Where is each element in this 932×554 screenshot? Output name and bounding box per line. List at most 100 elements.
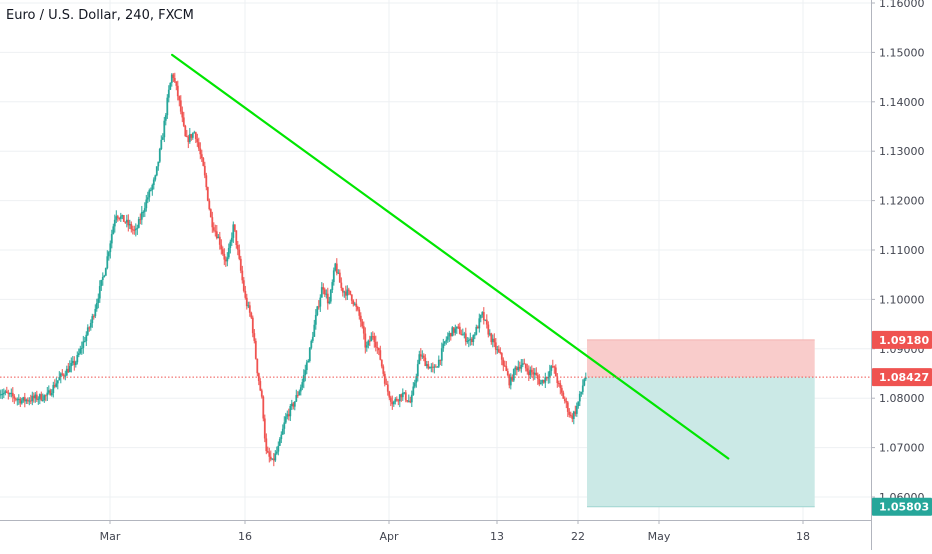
candle-up: [454, 329, 456, 333]
candle-up: [136, 228, 138, 229]
candle-down: [349, 291, 351, 295]
candle-up: [3, 393, 5, 394]
candle-up: [576, 406, 578, 414]
candle-up: [111, 234, 113, 243]
candle-down: [553, 366, 555, 367]
candle-down: [198, 142, 200, 148]
candle-down: [205, 175, 207, 187]
candle-up: [444, 341, 446, 343]
candle-down: [196, 139, 198, 142]
y-tick-label: 1.10000: [879, 293, 925, 306]
candle-up: [585, 377, 587, 379]
candle-down: [483, 312, 485, 320]
candle-up: [64, 376, 66, 377]
y-tick-label: 1.11000: [879, 244, 925, 257]
candle-down: [348, 290, 350, 291]
candle-down: [561, 388, 563, 393]
candle-down: [195, 132, 197, 139]
candle-down: [262, 397, 264, 419]
candle-up: [294, 401, 296, 406]
candle-up: [79, 349, 81, 354]
candle-up: [283, 423, 285, 429]
candle-down: [199, 148, 201, 154]
candle-down: [117, 216, 119, 218]
candle-up: [547, 377, 549, 378]
candle-up: [76, 355, 78, 362]
y-tick-label: 1.07000: [879, 442, 925, 455]
candle-up: [106, 256, 108, 268]
candle-up: [150, 190, 152, 191]
candle-down: [387, 385, 389, 392]
candle-up: [411, 395, 413, 402]
candle-up: [417, 364, 419, 376]
candle-up: [135, 229, 137, 230]
candle-up: [328, 302, 330, 304]
candle-up: [468, 340, 470, 341]
candle-down: [13, 396, 15, 398]
candle-up: [46, 393, 48, 396]
candle-down: [495, 342, 497, 349]
candle-down: [249, 305, 251, 312]
position-tool[interactable]: [587, 340, 815, 507]
price-label-text: 1.05803: [879, 501, 929, 514]
candle-up: [226, 257, 228, 261]
candle-down: [178, 96, 180, 100]
candle-up: [402, 393, 404, 397]
stop-loss-zone[interactable]: [587, 340, 815, 377]
candle-down: [253, 333, 255, 341]
candle-down: [93, 316, 95, 317]
candle-down: [207, 187, 209, 201]
candle-down: [211, 217, 213, 227]
x-tick-label: Apr: [379, 530, 399, 543]
candle-down: [567, 402, 569, 411]
candle-down: [373, 336, 375, 342]
candle-up: [120, 216, 122, 218]
candle-up: [142, 212, 144, 213]
candle-up: [168, 90, 170, 98]
price-scale-bg[interactable]: [871, 0, 932, 550]
candle-up: [466, 341, 468, 342]
candle-up: [159, 149, 161, 162]
candle-down: [405, 392, 407, 400]
candle-down: [465, 333, 467, 341]
candle-up: [87, 327, 89, 334]
candle-up: [151, 185, 153, 190]
candle-down: [351, 295, 353, 301]
candle-down: [201, 154, 203, 158]
time-scale-bg[interactable]: [0, 520, 871, 550]
candle-up: [306, 362, 308, 370]
candle-up: [148, 190, 150, 197]
candle-up: [316, 306, 318, 315]
candle-down: [487, 325, 489, 335]
price-label: 1.08427: [872, 368, 932, 386]
candle-up: [303, 375, 305, 382]
candle-up: [166, 98, 168, 116]
candle-down: [559, 383, 561, 388]
candle-up: [70, 363, 72, 366]
candle-up: [37, 399, 39, 400]
candle-up: [300, 387, 302, 391]
candle-down: [358, 310, 360, 316]
chart-title: Euro / U.S. Dollar, 240, FXCM: [6, 8, 194, 23]
candle-down: [222, 249, 224, 254]
y-tick-label: 1.12000: [879, 195, 925, 208]
candle-up: [165, 115, 167, 121]
candle-up: [412, 387, 414, 395]
candle-down: [382, 366, 384, 373]
candle-down: [267, 451, 269, 452]
candle-up: [309, 348, 311, 361]
candle-up: [169, 83, 171, 90]
price-label-text: 1.09180: [879, 334, 929, 347]
candle-down: [6, 391, 8, 392]
take-profit-zone[interactable]: [587, 377, 815, 507]
candle-down: [360, 316, 362, 322]
candle-up: [480, 315, 482, 318]
candle-down: [363, 326, 365, 333]
candle-down: [223, 254, 225, 260]
candle-down: [501, 353, 503, 360]
candle-down: [376, 347, 378, 348]
candle-up: [96, 303, 98, 309]
candle-up: [441, 348, 443, 360]
